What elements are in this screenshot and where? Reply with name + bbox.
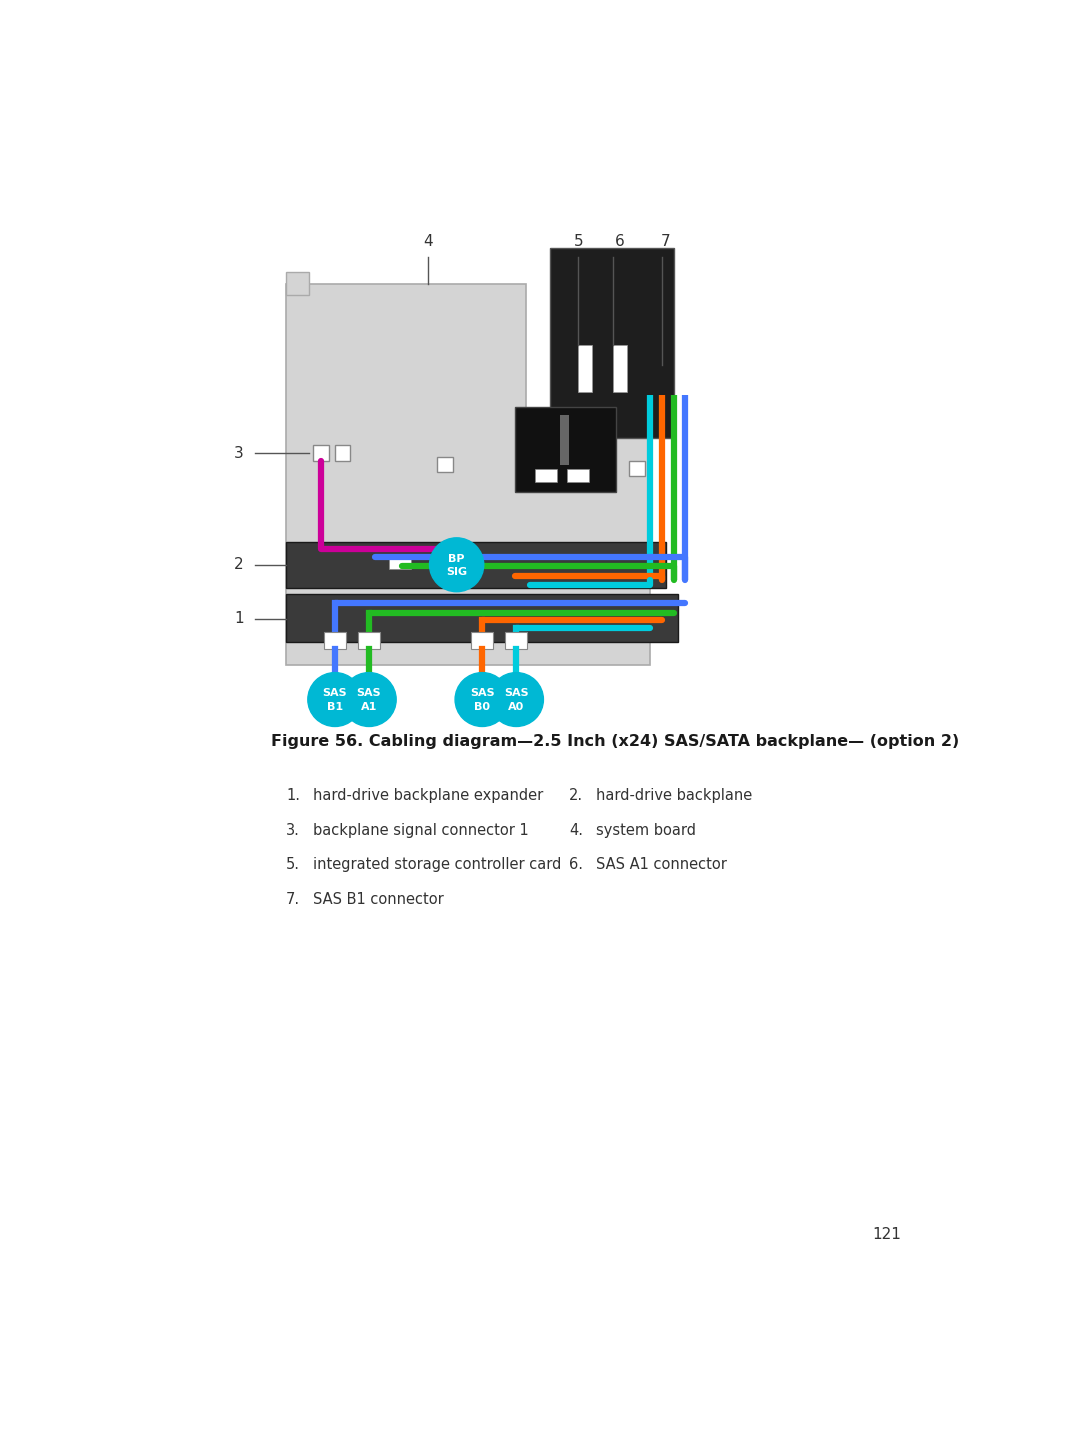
FancyBboxPatch shape — [335, 446, 350, 460]
FancyBboxPatch shape — [613, 346, 627, 391]
Text: BP: BP — [448, 554, 464, 564]
Circle shape — [308, 673, 362, 727]
Circle shape — [342, 673, 396, 727]
Text: 5.: 5. — [286, 858, 300, 872]
Text: A0: A0 — [509, 703, 525, 713]
FancyBboxPatch shape — [324, 632, 346, 648]
Circle shape — [489, 673, 543, 727]
Text: 5: 5 — [573, 234, 583, 250]
FancyBboxPatch shape — [286, 542, 666, 588]
Text: SAS: SAS — [504, 687, 528, 697]
FancyBboxPatch shape — [578, 346, 592, 391]
Text: 121: 121 — [873, 1228, 901, 1242]
Text: B0: B0 — [474, 703, 490, 713]
Text: SIG: SIG — [446, 568, 468, 578]
Text: SAS: SAS — [470, 687, 495, 697]
Text: 7: 7 — [661, 234, 671, 250]
Text: SAS A1 connector: SAS A1 connector — [596, 858, 727, 872]
Text: hard-drive backplane: hard-drive backplane — [596, 789, 753, 803]
Text: 2.: 2. — [569, 789, 583, 803]
Text: 6.: 6. — [569, 858, 583, 872]
FancyBboxPatch shape — [567, 469, 590, 482]
Text: SAS B1 connector: SAS B1 connector — [313, 892, 444, 908]
FancyBboxPatch shape — [286, 272, 309, 295]
FancyBboxPatch shape — [313, 446, 328, 460]
Text: 6: 6 — [615, 234, 624, 250]
Text: 3.: 3. — [286, 823, 300, 837]
Text: SAS: SAS — [356, 687, 381, 697]
Text: integrated storage controller card: integrated storage controller card — [313, 858, 562, 872]
Text: A1: A1 — [361, 703, 377, 713]
FancyBboxPatch shape — [389, 554, 410, 569]
FancyBboxPatch shape — [535, 469, 556, 482]
Polygon shape — [286, 284, 650, 665]
FancyBboxPatch shape — [286, 594, 677, 642]
Circle shape — [455, 673, 510, 727]
FancyBboxPatch shape — [359, 632, 380, 648]
Text: SAS: SAS — [323, 687, 348, 697]
FancyBboxPatch shape — [550, 248, 674, 437]
Text: 7.: 7. — [286, 892, 300, 908]
FancyBboxPatch shape — [515, 407, 616, 492]
Text: 3: 3 — [233, 446, 243, 460]
Text: B1: B1 — [327, 703, 343, 713]
Text: 4.: 4. — [569, 823, 583, 837]
Text: 1: 1 — [234, 611, 243, 627]
Circle shape — [430, 538, 484, 592]
FancyBboxPatch shape — [437, 457, 453, 472]
Text: 1.: 1. — [286, 789, 300, 803]
Text: system board: system board — [596, 823, 697, 837]
FancyBboxPatch shape — [630, 460, 645, 476]
FancyBboxPatch shape — [505, 632, 527, 648]
Text: 4: 4 — [423, 234, 433, 250]
Text: hard-drive backplane expander: hard-drive backplane expander — [313, 789, 543, 803]
FancyBboxPatch shape — [471, 632, 494, 648]
Text: Figure 56. Cabling diagram—2.5 Inch (x24) SAS/SATA backplane— (option 2): Figure 56. Cabling diagram—2.5 Inch (x24… — [271, 734, 959, 749]
FancyBboxPatch shape — [559, 414, 569, 465]
Text: backplane signal connector 1: backplane signal connector 1 — [313, 823, 529, 837]
Text: 2: 2 — [234, 558, 243, 572]
